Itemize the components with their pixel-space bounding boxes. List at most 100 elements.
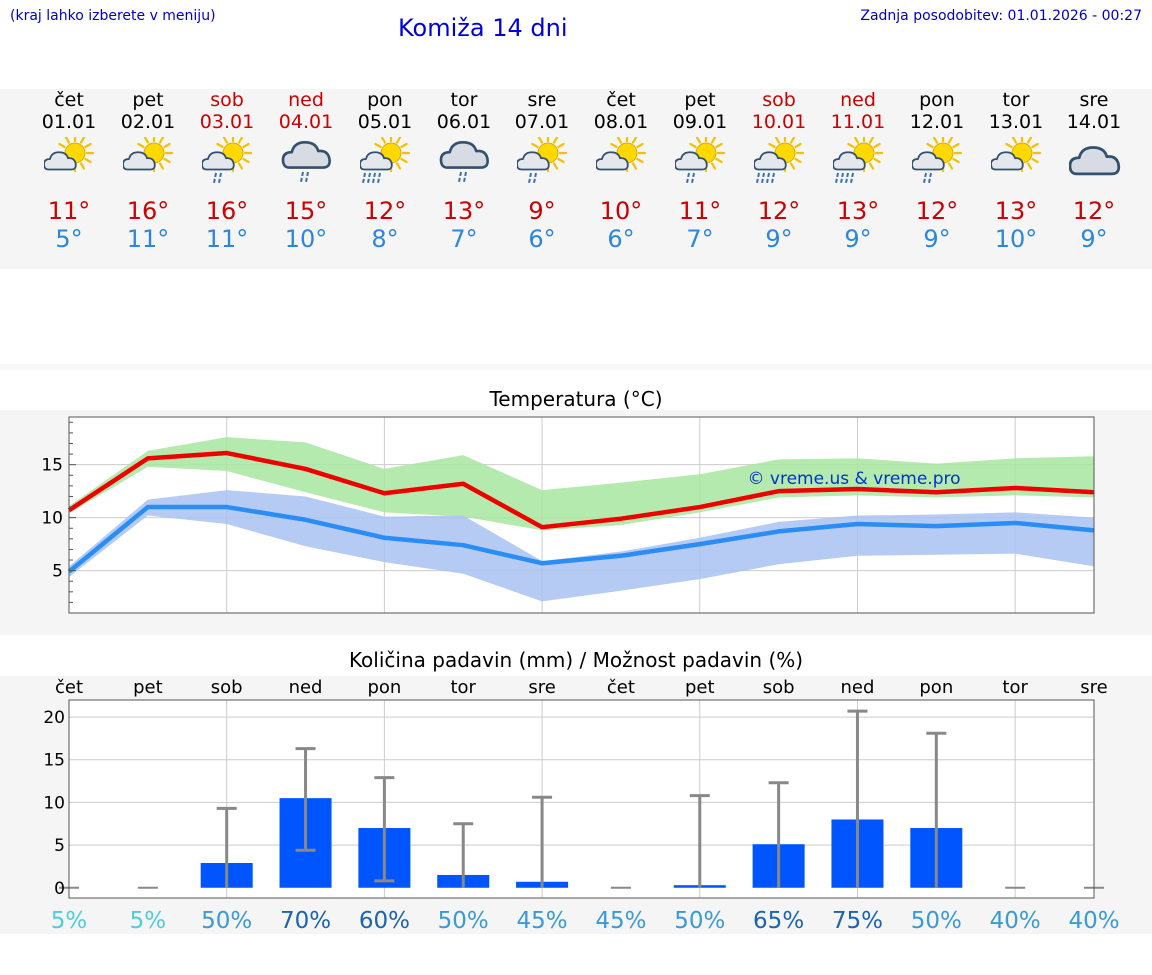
day-label: sob: [211, 677, 243, 698]
y-tick-label: 5: [52, 562, 63, 582]
day-date: 05.01: [357, 111, 413, 133]
cloud-shape: [44, 151, 77, 171]
rain-shape: [923, 172, 932, 184]
cloud-shape: [202, 151, 235, 171]
plot-frame: [68, 416, 1095, 614]
min-temp: 11°: [126, 225, 170, 253]
cloud-rain-icon: [281, 140, 331, 183]
error-bar: [926, 731, 947, 888]
min-temp: 9°: [1080, 225, 1108, 253]
cloud-shape: [675, 151, 708, 171]
location-hint-link[interactable]: (kraj lahko izberete v meniju): [10, 8, 216, 24]
rain-shape: [686, 172, 695, 184]
precipitation-chart-title: Količina padavin (mm) / Možnost padavin …: [348, 648, 804, 672]
y-tick-label: 0: [54, 879, 65, 899]
min-temp: 9°: [844, 225, 872, 253]
error-bar: [453, 822, 474, 888]
min-temp: 6°: [607, 225, 635, 253]
max-temp-range-band: [69, 437, 1094, 531]
y-axis-ticks: [69, 421, 76, 603]
max-temp: 13°: [994, 197, 1038, 225]
day-name: pet: [684, 89, 716, 111]
day-date: 04.01: [278, 111, 334, 133]
cloud-shape: [991, 151, 1024, 171]
min-temp: 10°: [284, 225, 328, 253]
cloud-shape: [123, 151, 156, 171]
y-tick-label: 10: [41, 509, 63, 529]
day-label: čet: [607, 677, 635, 698]
cloud-shape: [1069, 146, 1121, 176]
sun-cloud-icon: [44, 137, 95, 173]
cloud-shape: [281, 140, 331, 169]
day-label: pet: [685, 677, 715, 698]
day-date: 09.01: [672, 111, 728, 133]
min-temp: 9°: [923, 225, 951, 253]
max-temp: 13°: [836, 197, 880, 225]
day-date: 02.01: [120, 111, 176, 133]
day-name: sre: [527, 89, 557, 111]
max-temp: 9°: [528, 197, 556, 225]
day-name: pon: [919, 89, 955, 111]
min-temp: 7°: [450, 225, 478, 253]
error-bar: [847, 709, 868, 888]
day-date: 01.01: [41, 111, 97, 133]
min-temp: 6°: [528, 225, 556, 253]
daily-forecast-panel: čet 01.01 11° 5° pet 02.01 16° 11° sob 0…: [0, 89, 1152, 269]
temperature-chart-title: Temperatura (°C): [489, 387, 663, 411]
plot-frame: [68, 699, 1095, 899]
rain-shape: [528, 172, 537, 184]
rain-shape: [300, 171, 309, 183]
max-temp: 12°: [757, 197, 801, 225]
max-temp: 12°: [915, 197, 959, 225]
cloud-shape: [360, 151, 393, 171]
day-name: sob: [210, 89, 244, 111]
y-tick-label: 15: [43, 751, 65, 771]
last-update: Zadnja posodobitev: 01.01.2026 - 00:27: [860, 8, 1142, 24]
cloud-icon: [1069, 146, 1121, 176]
day-date: 14.01: [1066, 111, 1122, 133]
max-temp: 12°: [1072, 197, 1116, 225]
cloud-rain-icon: [439, 140, 489, 183]
day-date: 10.01: [751, 111, 807, 133]
max-temp: 15°: [284, 197, 328, 225]
min-temp: 9°: [765, 225, 793, 253]
precipitation-probability: 45%: [517, 908, 568, 934]
precipitation-probability: 50%: [438, 908, 489, 934]
sun-cloud-rain-icon: [912, 137, 963, 184]
day-date: 13.01: [988, 111, 1044, 133]
day-label: čet: [55, 677, 83, 698]
day-name: ned: [840, 89, 876, 111]
day-name: čet: [54, 89, 84, 111]
rain-shape: [756, 172, 775, 184]
day-date: 12.01: [909, 111, 965, 133]
temperature-chart: 5 10 15 © vreme.us & vreme.pro: [41, 416, 1095, 614]
min-temp-range-band: [69, 490, 1094, 602]
sun-cloud-icon: [596, 137, 647, 173]
day-label: ned: [841, 677, 875, 698]
sun-cloud-rain-icon: [202, 137, 253, 184]
day-name: sre: [1079, 89, 1109, 111]
max-temp: 16°: [126, 197, 170, 225]
max-temp-line: [67, 450, 1095, 530]
sun-cloud-heavy-rain-icon: [754, 137, 805, 184]
cloud-shape: [517, 151, 550, 171]
sun-cloud-icon: [991, 137, 1042, 173]
sun-cloud-rain-icon: [675, 137, 726, 184]
min-temp-line: [67, 504, 1095, 574]
cloud-shape: [833, 151, 866, 171]
y-tick-label: 20: [43, 708, 65, 728]
error-bar: [216, 806, 237, 888]
day-name: sob: [762, 89, 796, 111]
precipitation-probability: 75%: [832, 908, 883, 934]
error-bar: [374, 776, 395, 883]
day-label: sre: [1080, 677, 1107, 698]
day-label: pon: [919, 677, 953, 698]
sun-cloud-heavy-rain-icon: [833, 137, 884, 184]
y-tick-label: 10: [43, 793, 65, 813]
max-temp: 11°: [678, 197, 722, 225]
precipitation-probability: 40%: [1068, 908, 1119, 934]
day-date: 08.01: [593, 111, 649, 133]
min-temp: 11°: [205, 225, 249, 253]
max-temp: 10°: [599, 197, 643, 225]
min-temp: 5°: [55, 225, 83, 253]
